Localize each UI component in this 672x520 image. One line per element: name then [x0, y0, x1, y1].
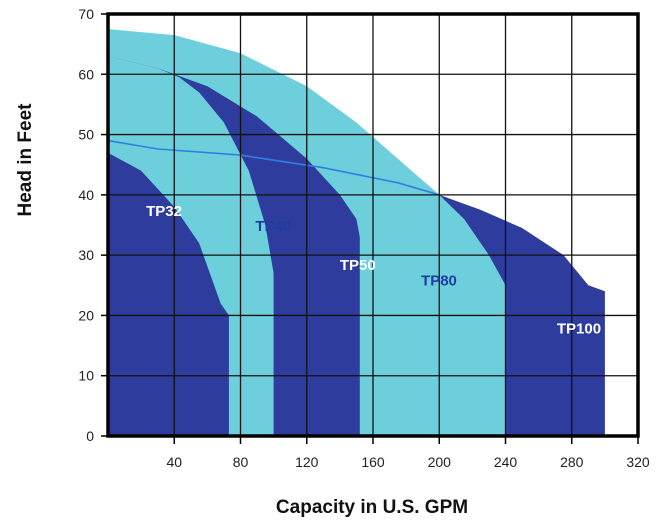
x-tick-label-40: 40 [166, 454, 182, 470]
y-tick-label-40: 40 [78, 187, 94, 203]
label-tp32: TP32 [146, 203, 182, 220]
y-tick-label-0: 0 [86, 428, 94, 444]
x-tick-label-80: 80 [233, 454, 249, 470]
y-tick-label-50: 50 [78, 127, 94, 143]
y-tick-label-30: 30 [78, 247, 94, 263]
label-tp80: TP80 [421, 272, 457, 289]
x-tick-label-200: 200 [428, 454, 452, 470]
curve-line-tp100 [107, 139, 440, 196]
area-tp32 [108, 152, 229, 436]
y-tick-label-10: 10 [78, 368, 94, 384]
x-axis-title: Capacity in U.S. GPM [276, 497, 468, 518]
x-tick-label-320: 320 [626, 454, 650, 470]
y-tick-label-60: 60 [78, 66, 94, 82]
y-tick-label-20: 20 [78, 307, 94, 323]
label-tp50: TP50 [340, 257, 376, 274]
x-tick-label-120: 120 [295, 454, 319, 470]
x-tick-label-240: 240 [494, 454, 518, 470]
label-tp40: TP40 [255, 218, 291, 235]
x-tick-label-160: 160 [361, 454, 385, 470]
y-axis-title: Head in Feet [15, 103, 36, 217]
x-tick-label-280: 280 [560, 454, 584, 470]
label-tp100: TP100 [557, 321, 601, 338]
axis-ticks: 40 80 120 160 200 240 280 320 0 10 20 30 40 50 60 70 [78, 6, 649, 470]
pump-labels: TP100 TP80 TP50 TP40 TP32 [146, 203, 601, 338]
y-tick-label-70: 70 [78, 6, 94, 22]
pump-curve-lines [107, 139, 440, 196]
grid-lines [108, 14, 638, 436]
pump-curve-areas [108, 29, 605, 436]
